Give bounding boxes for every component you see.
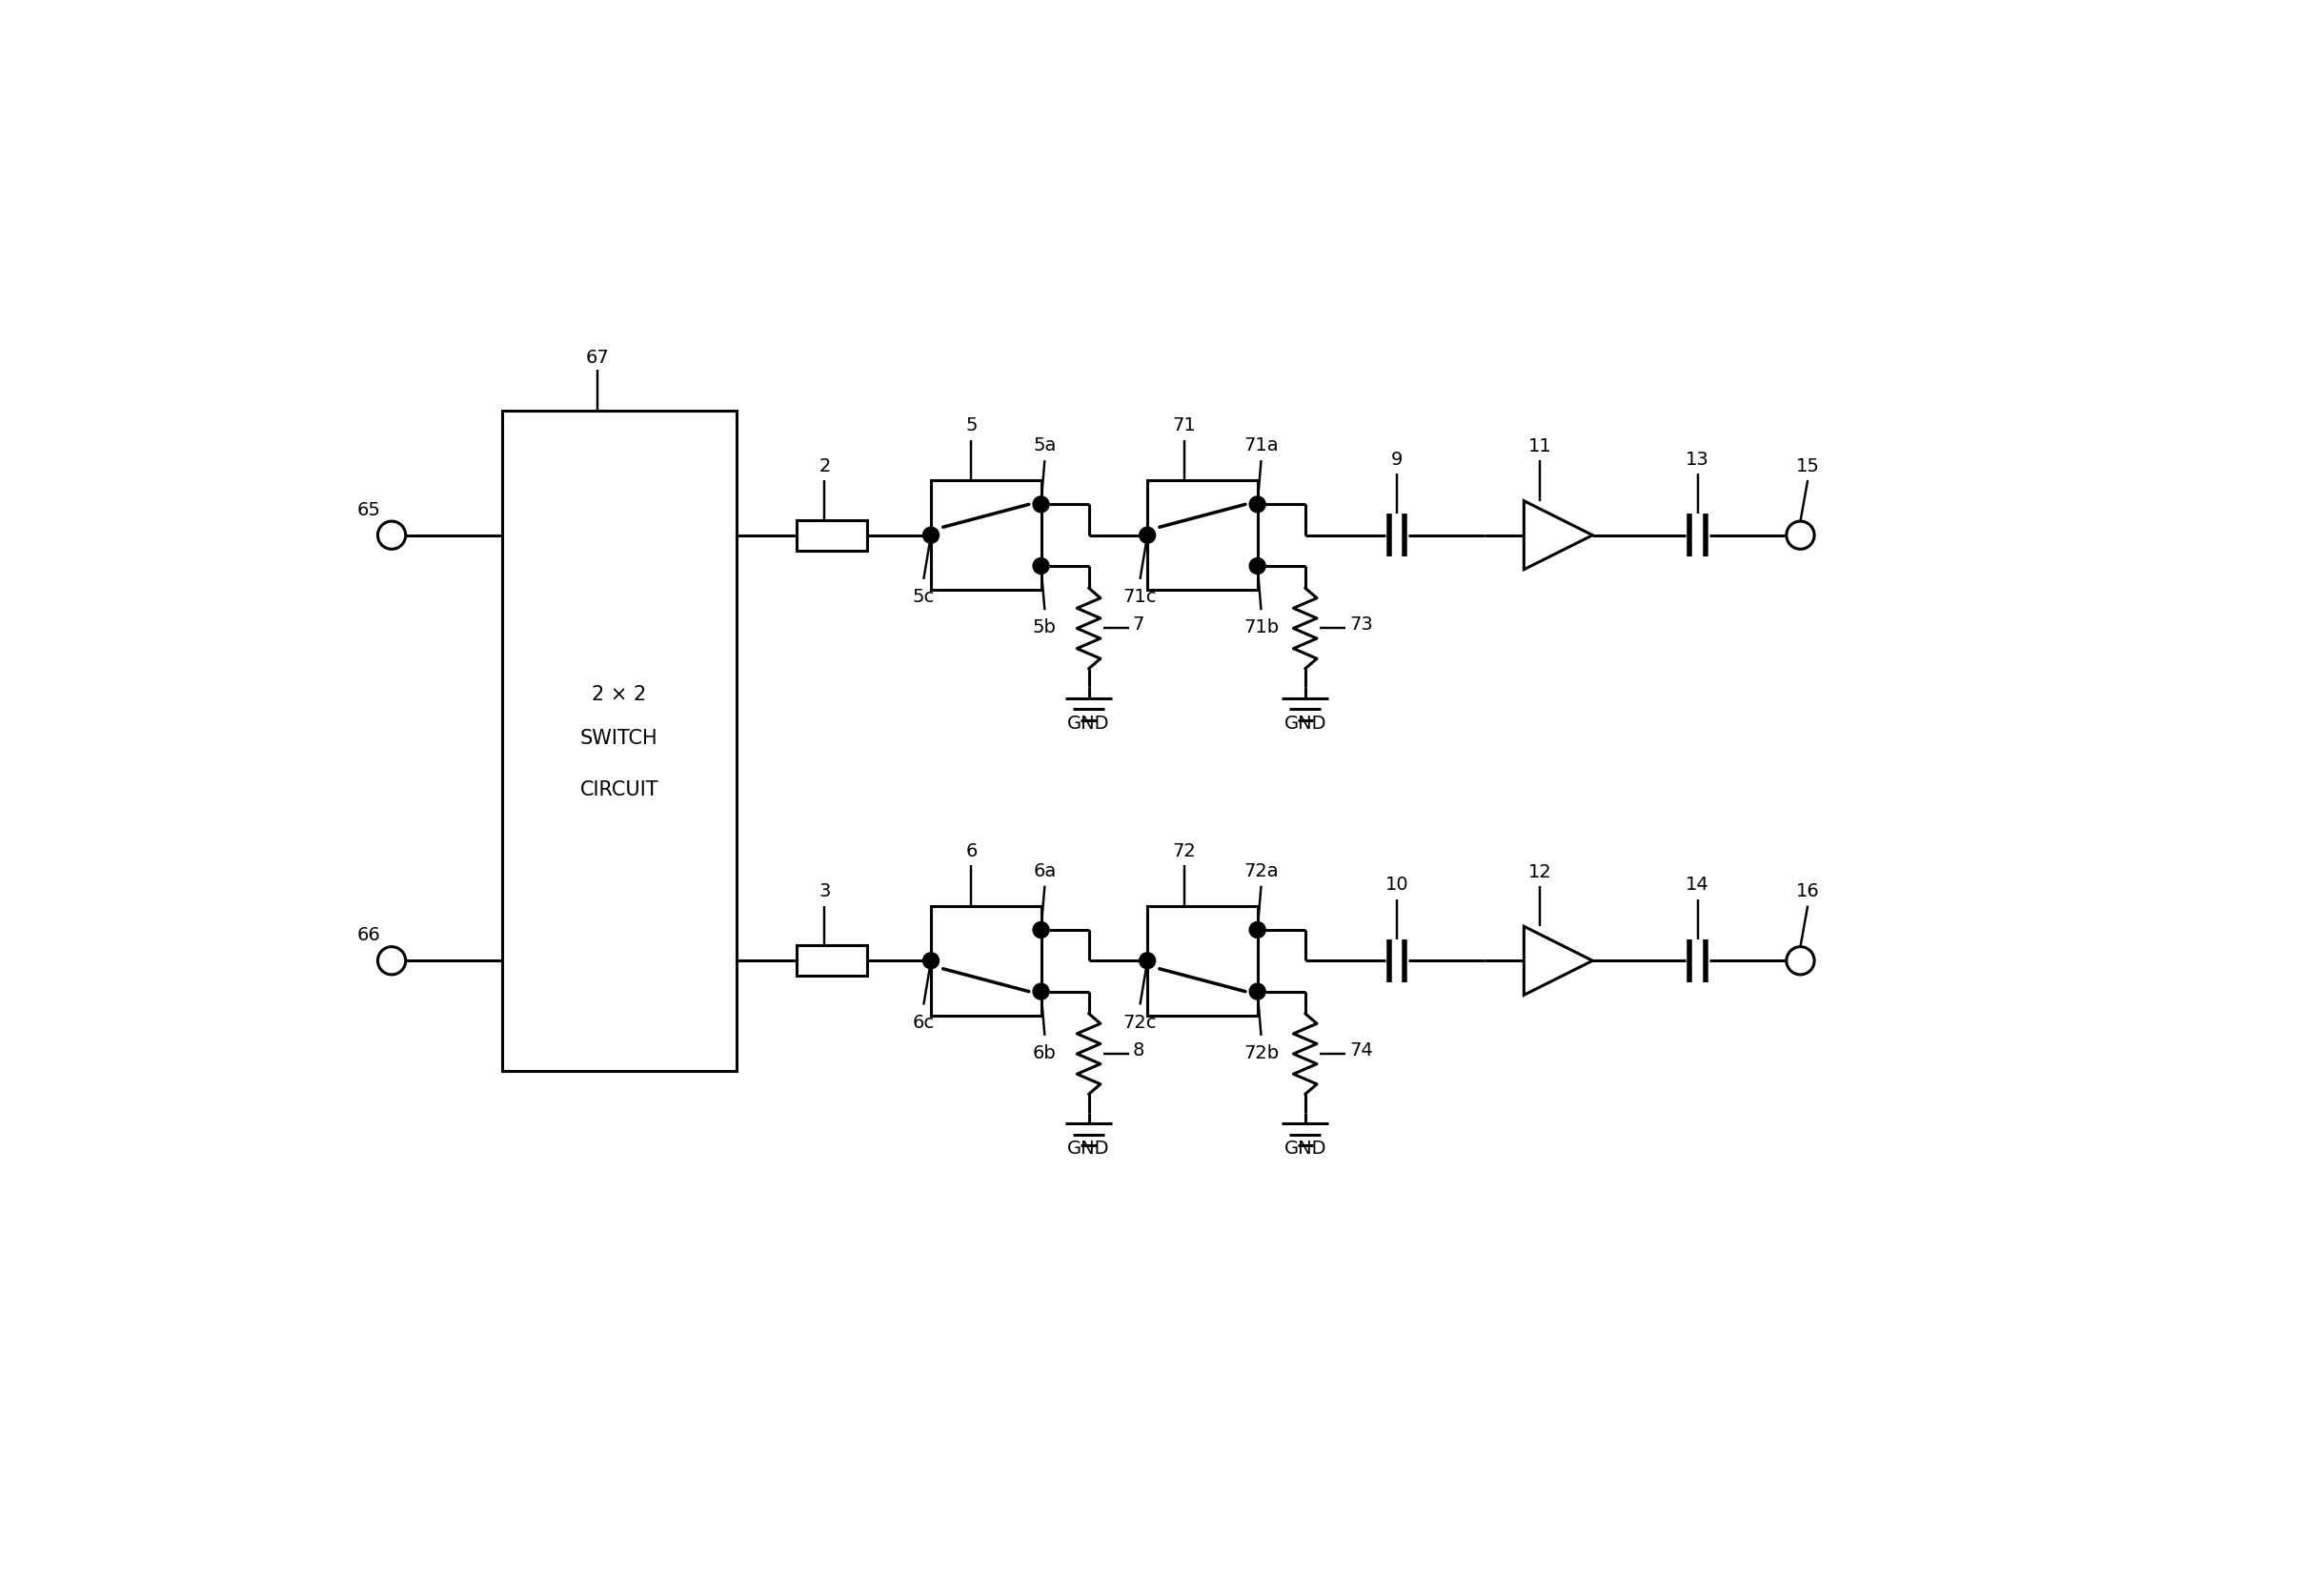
- Polygon shape: [1525, 501, 1592, 570]
- Text: 2 × 2: 2 × 2: [593, 685, 646, 704]
- Text: 5a: 5a: [1034, 436, 1057, 455]
- Circle shape: [1032, 984, 1048, 999]
- Text: 6b: 6b: [1032, 1044, 1057, 1062]
- Bar: [932, 905, 1041, 1015]
- Circle shape: [1250, 496, 1267, 513]
- Text: 14: 14: [1685, 875, 1710, 894]
- Text: GND: GND: [1067, 1140, 1111, 1158]
- Polygon shape: [1525, 927, 1592, 995]
- Text: 6c: 6c: [913, 1014, 934, 1031]
- Text: 8: 8: [1132, 1040, 1143, 1059]
- Text: 7: 7: [1132, 615, 1143, 634]
- Bar: [797, 946, 867, 976]
- Text: CIRCUIT: CIRCUIT: [579, 781, 658, 800]
- Text: 5b: 5b: [1032, 619, 1057, 637]
- Text: 72a: 72a: [1243, 863, 1278, 880]
- Text: 72b: 72b: [1243, 1044, 1278, 1062]
- Circle shape: [1032, 557, 1048, 575]
- Text: 72c: 72c: [1122, 1014, 1157, 1031]
- Text: 12: 12: [1529, 863, 1552, 881]
- Text: 3: 3: [818, 883, 830, 900]
- Text: 5: 5: [964, 417, 978, 434]
- Circle shape: [1250, 984, 1267, 999]
- Text: 72: 72: [1171, 842, 1197, 859]
- Text: 71c: 71c: [1122, 589, 1157, 606]
- Text: 71: 71: [1171, 417, 1197, 434]
- Circle shape: [1032, 496, 1048, 513]
- Bar: [502, 411, 737, 1070]
- Text: 10: 10: [1385, 875, 1408, 894]
- Text: 65: 65: [358, 501, 381, 519]
- Circle shape: [923, 527, 939, 543]
- Circle shape: [1250, 557, 1267, 575]
- Bar: [1148, 905, 1257, 1015]
- Bar: [932, 480, 1041, 590]
- Circle shape: [1139, 952, 1155, 968]
- Circle shape: [1139, 527, 1155, 543]
- Text: 6a: 6a: [1034, 863, 1055, 880]
- Circle shape: [1032, 922, 1048, 938]
- Text: 66: 66: [358, 927, 381, 944]
- Text: 15: 15: [1796, 456, 1820, 475]
- Text: 16: 16: [1796, 883, 1820, 900]
- Bar: [797, 519, 867, 551]
- Text: 13: 13: [1685, 450, 1710, 469]
- Text: SWITCH: SWITCH: [581, 729, 658, 748]
- Text: 9: 9: [1392, 450, 1404, 469]
- Text: 67: 67: [586, 348, 609, 367]
- Text: 2: 2: [818, 456, 830, 475]
- Text: GND: GND: [1283, 715, 1327, 732]
- Text: 11: 11: [1529, 438, 1552, 455]
- Circle shape: [1250, 922, 1267, 938]
- Text: GND: GND: [1283, 1140, 1327, 1158]
- Text: 71a: 71a: [1243, 436, 1278, 455]
- Bar: [1148, 480, 1257, 590]
- Text: 6: 6: [964, 842, 976, 859]
- Text: GND: GND: [1067, 715, 1111, 732]
- Text: 74: 74: [1350, 1040, 1373, 1059]
- Text: 5c: 5c: [913, 589, 934, 606]
- Text: 71b: 71b: [1243, 619, 1278, 637]
- Circle shape: [923, 952, 939, 968]
- Text: 73: 73: [1350, 615, 1373, 634]
